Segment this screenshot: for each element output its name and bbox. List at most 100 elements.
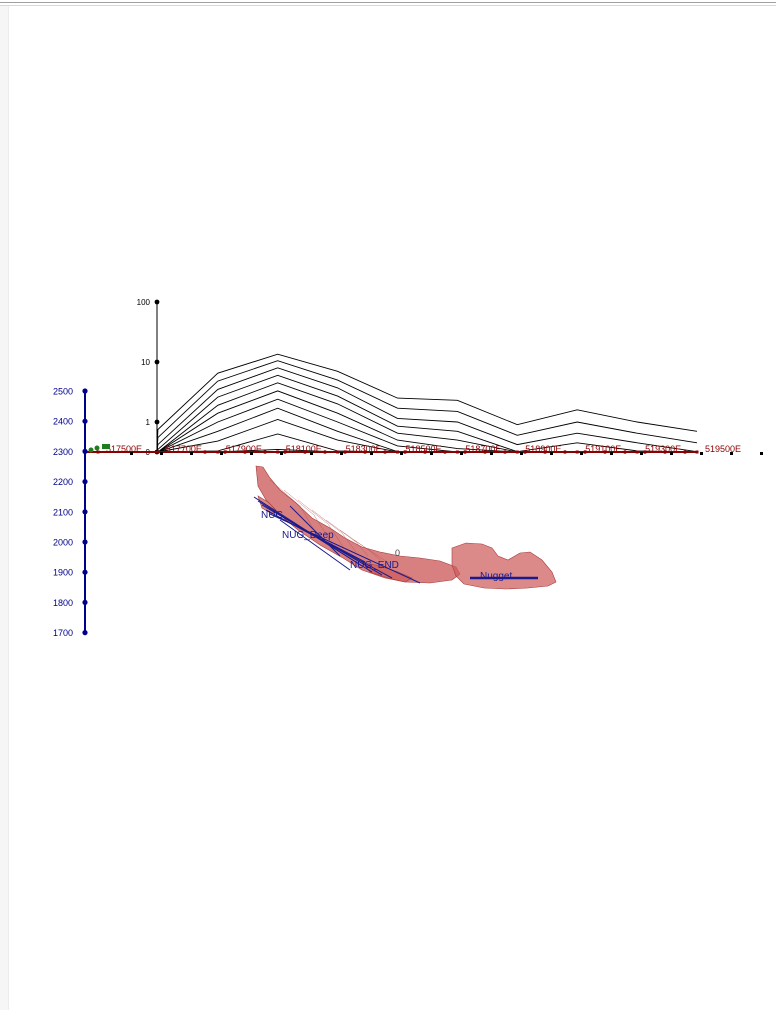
collar-marker	[88, 447, 94, 453]
easting-dot	[730, 452, 733, 455]
easting-dot	[340, 452, 343, 455]
easting-node	[683, 450, 687, 454]
value-tick-marker	[154, 359, 160, 365]
easting-node	[443, 450, 447, 454]
value-tick-marker	[154, 299, 160, 305]
easting-node	[223, 450, 227, 454]
value-tick-label: 1	[146, 418, 151, 427]
hole-label-nug-end: NUG_END	[350, 560, 399, 571]
easting-tick-marker	[96, 450, 100, 454]
easting-tick-label: 518500E	[406, 444, 442, 454]
orebody-mesh-edge	[339, 529, 381, 561]
elevation-tick-marker	[82, 479, 88, 485]
hole-label-nug: NUG	[261, 510, 283, 521]
easting-tick-label: 519500E	[705, 444, 741, 454]
easting-node	[463, 450, 467, 454]
orebody-mesh-edge	[311, 509, 357, 553]
collar-markers	[88, 444, 110, 453]
easting-node	[603, 450, 607, 454]
easting-tick-marker	[156, 450, 160, 454]
easting-tick-marker	[276, 450, 280, 454]
value-tick-marker	[154, 419, 160, 425]
easting-node	[283, 450, 287, 454]
orebody-mesh-edge	[353, 539, 393, 565]
easting-tick-label: 519300E	[645, 444, 681, 454]
easting-node	[363, 450, 367, 454]
annotations: NUG NUG_Deep NUG_END Nugget 0	[261, 510, 512, 582]
easting-node	[323, 450, 327, 454]
value-tick-label: 100	[137, 298, 151, 307]
elevation-tick-label: 2200	[53, 477, 73, 487]
window-top-border	[0, 2, 776, 6]
profile-line	[156, 374, 698, 453]
easting-dot	[580, 452, 583, 455]
easting-tick-label: 518700E	[465, 444, 501, 454]
easting-node	[203, 450, 207, 454]
easting-node	[543, 450, 547, 454]
easting-dot	[130, 452, 133, 455]
easting-tick-marker	[396, 450, 399, 454]
profile-line	[157, 390, 697, 453]
easting-node	[423, 450, 427, 454]
elevation-tick-marker	[82, 388, 88, 394]
easting-node	[343, 450, 347, 454]
easting-axis: 517500E 517700E 517900E 518100E 518300E 51850…	[84, 444, 763, 455]
elevation-tick-marker	[82, 509, 88, 515]
easting-tick-marker	[515, 450, 519, 454]
easting-dot	[700, 452, 703, 455]
easting-node	[643, 450, 647, 454]
elevation-tick-marker	[82, 599, 88, 606]
elevation-tick-label: 1800	[53, 598, 73, 608]
easting-dot	[280, 452, 283, 455]
easting-dot	[430, 452, 433, 455]
orebody-mesh-edge	[325, 519, 369, 557]
orebody-polygon	[361, 561, 413, 583]
easting-node	[583, 450, 587, 454]
easting-tick-marker	[455, 450, 459, 454]
easting-dot	[640, 452, 643, 455]
elevation-tick-marker	[82, 630, 88, 636]
easting-dot	[370, 452, 373, 455]
profile-line	[156, 353, 698, 453]
easting-tick-label: 518100E	[286, 444, 322, 454]
elevation-tick-label: 1700	[53, 628, 73, 638]
elevation-tick-marker	[82, 418, 88, 424]
value-axis: 1001010	[137, 298, 160, 457]
easting-dot	[310, 452, 313, 455]
easting-dot	[160, 452, 163, 455]
left-margin	[0, 6, 9, 1010]
elevation-axis: 2500 2400 2300 2200 2100 2000 1900 1800 1700	[53, 387, 88, 638]
easting-node	[383, 450, 387, 454]
hole-label-nug-deep: NUG_Deep	[282, 530, 334, 541]
easting-dot	[610, 452, 613, 455]
easting-node	[303, 450, 307, 454]
value-tick-label: 10	[141, 358, 150, 367]
drillhole-trace	[269, 513, 421, 584]
easting-tick-marker	[635, 450, 639, 454]
easting-tick-label: 517500E	[106, 444, 142, 454]
elevation-tick-marker	[82, 569, 88, 575]
drillhole-trace	[279, 519, 351, 571]
elevation-tick-label: 2300	[53, 447, 73, 457]
easting-dot	[550, 452, 553, 455]
easting-dot	[190, 452, 193, 455]
collar-marker	[102, 444, 110, 449]
easting-node	[263, 450, 267, 454]
easting-dot	[520, 452, 523, 455]
profile-lines	[156, 353, 698, 453]
easting-node	[563, 450, 567, 454]
easting-tick-marker	[575, 450, 579, 454]
easting-tick-marker	[695, 450, 699, 454]
orebody-mesh-edge	[297, 499, 345, 549]
easting-tick-label: 517700E	[166, 444, 202, 454]
easting-dot	[220, 452, 223, 455]
easting-node	[503, 450, 507, 454]
elevation-tick-label: 2500	[53, 387, 73, 397]
elevation-tick-marker	[82, 539, 88, 545]
drillhole-traces	[253, 496, 538, 584]
elevation-tick-label: 1900	[53, 568, 73, 578]
elevation-tick-marker	[82, 448, 88, 454]
orebody-polygon	[451, 542, 557, 590]
